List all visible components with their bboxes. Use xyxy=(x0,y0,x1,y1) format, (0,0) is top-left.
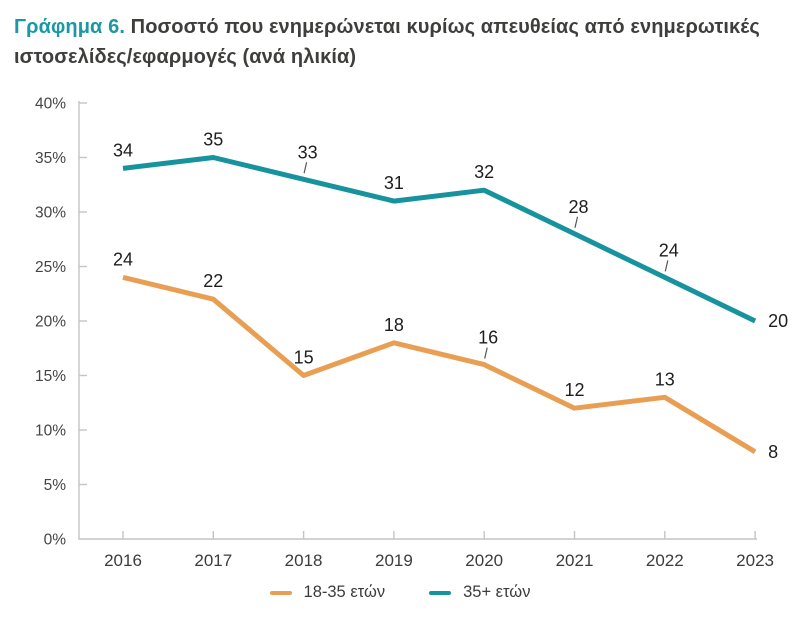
data-point-label: 16 xyxy=(478,328,498,348)
data-label-leader-line xyxy=(484,347,488,359)
data-point-label: 35 xyxy=(203,130,223,150)
data-point-label: 12 xyxy=(564,380,584,400)
data-point-label: 13 xyxy=(655,369,675,389)
y-axis-tick-label: 20% xyxy=(35,314,66,331)
data-point-label: 18 xyxy=(384,315,404,335)
x-axis-tick-label: 2017 xyxy=(194,551,232,570)
x-axis-tick-label: 2018 xyxy=(285,551,323,570)
y-axis-tick-label: 40% xyxy=(35,96,66,113)
x-axis-tick-label: 2021 xyxy=(556,551,594,570)
y-axis-tick-label: 10% xyxy=(35,423,66,440)
data-point-label: 8 xyxy=(768,442,778,462)
data-point-label: 15 xyxy=(294,348,314,368)
data-label-leader-line xyxy=(303,162,308,174)
axis-lines xyxy=(78,101,758,540)
legend-item-18-35: 18-35 ετών xyxy=(269,583,386,602)
series-line-1 xyxy=(122,155,757,324)
x-axis-tick-label: 2016 xyxy=(104,551,142,570)
legend-swatch-orange xyxy=(269,590,292,595)
series-line-0 xyxy=(122,274,757,454)
chart-legend: 18-35 ετών 35+ ετών xyxy=(0,583,800,602)
legend-label-18-35: 18-35 ετών xyxy=(303,583,386,601)
x-axis-tick-label: 2019 xyxy=(375,551,413,570)
data-point-label: 34 xyxy=(113,140,133,160)
legend-label-35plus: 35+ ετών xyxy=(463,583,531,601)
x-axis-tick-label: 2022 xyxy=(646,551,684,570)
data-label-leader-line xyxy=(574,216,579,228)
y-axis-tick-label: 30% xyxy=(35,205,66,222)
data-point-label: 31 xyxy=(384,173,404,193)
y-axis-tick-label: 35% xyxy=(35,150,66,167)
y-axis-tick-label: 0% xyxy=(44,532,67,549)
data-point-label: 24 xyxy=(659,240,679,260)
chart-area: 0% 5% 10% 15% 20% 25% 30% 35% 40% 2016 2017 2018 201… xyxy=(0,86,800,581)
x-axis-tick-label: 2020 xyxy=(465,551,503,570)
figure-title-text: Ποσοστό που ενημερώνεται κυρίως απευθεία… xyxy=(14,16,760,68)
y-axis-tick-label: 15% xyxy=(35,368,66,385)
x-axis-tick-label: 2023 xyxy=(736,551,774,570)
chart-title: Γράφημα 6. Ποσοστό που ενημερώνεται κυρί… xyxy=(0,0,800,72)
data-point-label: 28 xyxy=(568,197,588,217)
data-label-leader-line xyxy=(664,260,669,272)
data-point-label: 22 xyxy=(203,271,223,291)
data-point-label: 24 xyxy=(113,249,133,269)
legend-swatch-teal xyxy=(429,590,452,595)
data-point-label: 33 xyxy=(298,142,318,162)
legend-item-35plus: 35+ ετών xyxy=(429,583,530,602)
data-point-label: 32 xyxy=(474,162,494,182)
data-point-label: 20 xyxy=(768,311,788,331)
chart-svg: 0%5%10%15%20%25%30%35%40%2016 2017 2018 201… xyxy=(35,96,788,571)
figure-number: Γράφημα 6. xyxy=(14,16,125,38)
y-axis-tick-label: 25% xyxy=(35,259,66,276)
y-axis-tick-label: 5% xyxy=(44,477,67,494)
